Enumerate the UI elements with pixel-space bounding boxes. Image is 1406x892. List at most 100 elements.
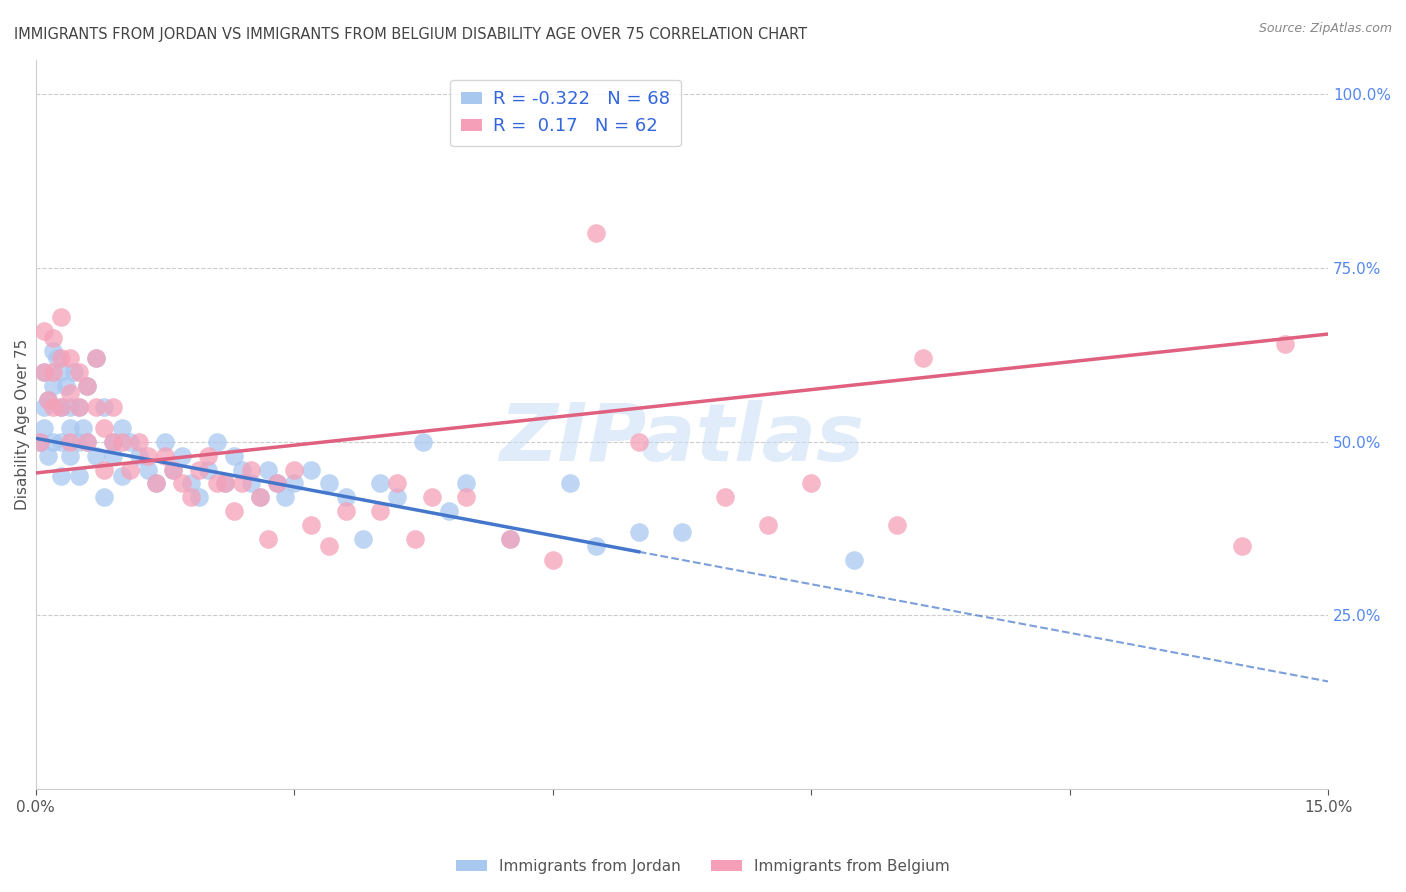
Point bbox=[84, 400, 107, 414]
Point bbox=[368, 504, 391, 518]
Text: ZIPatlas: ZIPatlas bbox=[499, 400, 865, 478]
Point bbox=[266, 476, 288, 491]
Point bbox=[111, 434, 134, 449]
Point bbox=[67, 400, 90, 414]
Point bbox=[585, 227, 607, 241]
Point bbox=[335, 491, 357, 505]
Point bbox=[145, 476, 167, 491]
Point bbox=[1274, 337, 1296, 351]
Point bbox=[162, 462, 184, 476]
Point bbox=[46, 351, 69, 366]
Point bbox=[128, 449, 150, 463]
Point bbox=[145, 476, 167, 491]
Point bbox=[51, 469, 73, 483]
Point bbox=[76, 379, 98, 393]
Point bbox=[37, 392, 59, 407]
Point bbox=[153, 449, 176, 463]
Point bbox=[368, 476, 391, 491]
Point bbox=[456, 476, 478, 491]
Point bbox=[67, 400, 90, 414]
Point bbox=[93, 400, 115, 414]
Point bbox=[249, 491, 271, 505]
Point bbox=[249, 491, 271, 505]
Point bbox=[318, 539, 340, 553]
Point bbox=[153, 434, 176, 449]
Point bbox=[93, 462, 115, 476]
Point bbox=[541, 553, 564, 567]
Point bbox=[51, 310, 73, 324]
Point bbox=[205, 434, 228, 449]
Point bbox=[318, 476, 340, 491]
Point bbox=[180, 476, 202, 491]
Point bbox=[76, 434, 98, 449]
Point bbox=[558, 476, 581, 491]
Point bbox=[67, 469, 90, 483]
Point bbox=[912, 351, 935, 366]
Point bbox=[387, 476, 409, 491]
Point bbox=[76, 379, 98, 393]
Point bbox=[197, 462, 219, 476]
Point bbox=[111, 421, 134, 435]
Point bbox=[28, 434, 51, 449]
Point bbox=[111, 469, 134, 483]
Point bbox=[387, 491, 409, 505]
Point bbox=[42, 379, 65, 393]
Point bbox=[299, 518, 322, 533]
Point bbox=[800, 476, 823, 491]
Point bbox=[32, 421, 55, 435]
Point bbox=[59, 434, 82, 449]
Point bbox=[498, 532, 520, 546]
Point bbox=[51, 434, 73, 449]
Point bbox=[72, 421, 94, 435]
Point bbox=[197, 449, 219, 463]
Point bbox=[136, 449, 159, 463]
Point bbox=[404, 532, 426, 546]
Point bbox=[299, 462, 322, 476]
Point bbox=[756, 518, 779, 533]
Point bbox=[93, 421, 115, 435]
Point bbox=[222, 449, 245, 463]
Point bbox=[498, 532, 520, 546]
Point bbox=[63, 365, 86, 379]
Point bbox=[714, 491, 737, 505]
Y-axis label: Disability Age Over 75: Disability Age Over 75 bbox=[15, 339, 30, 510]
Legend: Immigrants from Jordan, Immigrants from Belgium: Immigrants from Jordan, Immigrants from … bbox=[450, 853, 956, 880]
Point bbox=[59, 386, 82, 401]
Point bbox=[412, 434, 434, 449]
Point bbox=[42, 365, 65, 379]
Point bbox=[42, 434, 65, 449]
Point bbox=[51, 365, 73, 379]
Point bbox=[51, 400, 73, 414]
Point bbox=[585, 539, 607, 553]
Text: IMMIGRANTS FROM JORDAN VS IMMIGRANTS FROM BELGIUM DISABILITY AGE OVER 75 CORRELA: IMMIGRANTS FROM JORDAN VS IMMIGRANTS FRO… bbox=[14, 27, 807, 42]
Point bbox=[627, 434, 650, 449]
Point bbox=[101, 434, 124, 449]
Point bbox=[101, 449, 124, 463]
Point bbox=[101, 434, 124, 449]
Point bbox=[420, 491, 443, 505]
Text: Source: ZipAtlas.com: Source: ZipAtlas.com bbox=[1258, 22, 1392, 36]
Point bbox=[180, 491, 202, 505]
Point bbox=[59, 351, 82, 366]
Point bbox=[55, 379, 77, 393]
Point bbox=[51, 351, 73, 366]
Point bbox=[28, 434, 51, 449]
Point bbox=[101, 400, 124, 414]
Point bbox=[240, 476, 263, 491]
Point bbox=[59, 449, 82, 463]
Point bbox=[214, 476, 236, 491]
Point bbox=[67, 365, 90, 379]
Point bbox=[335, 504, 357, 518]
Point bbox=[352, 532, 374, 546]
Point bbox=[32, 324, 55, 338]
Point bbox=[844, 553, 866, 567]
Point bbox=[84, 351, 107, 366]
Point bbox=[162, 462, 184, 476]
Point bbox=[266, 476, 288, 491]
Point bbox=[205, 476, 228, 491]
Point bbox=[76, 434, 98, 449]
Point bbox=[274, 491, 297, 505]
Point bbox=[627, 524, 650, 539]
Point bbox=[84, 351, 107, 366]
Point bbox=[170, 476, 193, 491]
